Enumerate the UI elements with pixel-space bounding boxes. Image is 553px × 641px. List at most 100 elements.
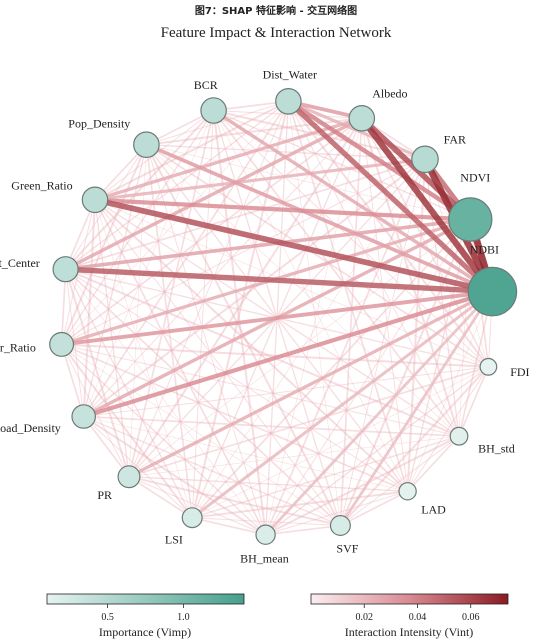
edge-SVF-FDI bbox=[339, 366, 490, 527]
edge-BH_mean-SVF bbox=[265, 524, 341, 536]
colorbar-tick-label: 0.5 bbox=[101, 612, 114, 623]
node-Dist_Water bbox=[275, 88, 302, 115]
edge-FAR-Green_Ratio bbox=[93, 157, 427, 202]
node-label-Pop_Density: Pop_Density bbox=[68, 116, 130, 130]
network-title: Feature Impact & Interaction Network bbox=[161, 25, 392, 41]
edge-Green_Ratio-SVF bbox=[94, 199, 341, 526]
edge-Albedo-BH_mean bbox=[265, 118, 363, 535]
node-BCR bbox=[200, 97, 227, 124]
node-Albedo bbox=[348, 105, 376, 132]
edge-FAR-Pop_Density bbox=[146, 144, 426, 160]
edge-Dist_Center-PR bbox=[64, 268, 130, 477]
edge-LSI-BH_mean bbox=[192, 516, 266, 536]
node-FDI bbox=[479, 357, 498, 376]
node-BH_mean bbox=[255, 524, 276, 545]
edge-FAR-BH_mean bbox=[264, 158, 426, 536]
node-NDVI bbox=[448, 197, 493, 242]
label-layer: NDBI NDVI FAR Albedo Dist_Water BCR Pop_Densit… bbox=[0, 68, 530, 566]
node-Water_Ratio bbox=[49, 331, 75, 357]
edge-NDBI-BH_mean bbox=[264, 290, 494, 537]
node-Road_Density bbox=[71, 404, 96, 429]
edge-BCR-PR bbox=[128, 110, 215, 477]
node-label-FAR: FAR bbox=[444, 132, 466, 146]
edge-Albedo-Water_Ratio bbox=[61, 117, 363, 346]
edge-BCR-FDI bbox=[213, 110, 489, 368]
edge-SVF-BH_std bbox=[340, 435, 460, 526]
edge-Dist_Water-LAD bbox=[287, 101, 409, 492]
edge-Albedo-Road_Density bbox=[83, 117, 363, 417]
edge-FAR-Road_Density bbox=[83, 158, 426, 418]
edge-Road_Density-LAD bbox=[83, 416, 408, 492]
edge-NDVI-PR bbox=[128, 219, 471, 477]
edge-PR-FDI bbox=[128, 366, 489, 478]
edge-NDVI-Pop_Density bbox=[146, 144, 471, 220]
importance-colorbar: 0.5 1.0 Importance (Vimp) bbox=[46, 593, 245, 639]
edge-Albedo-Pop_Density bbox=[146, 117, 362, 146]
edge-Pop_Density-BH_mean bbox=[145, 144, 267, 535]
node-label-BCR: BCR bbox=[194, 78, 218, 92]
edge-NDBI-Green_Ratio bbox=[92, 196, 496, 295]
edge-BH_std-FDI bbox=[458, 366, 490, 437]
edge-PR-SVF bbox=[128, 475, 341, 527]
interaction-colorbar: 0.02 0.04 0.06 Interaction Intensity (Vint… bbox=[310, 593, 509, 639]
node-label-PR: PR bbox=[97, 488, 112, 502]
edge-NDBI-Dist_Water bbox=[285, 98, 496, 295]
node-Green_Ratio bbox=[81, 186, 109, 214]
edge-LSI-LAD bbox=[192, 490, 408, 519]
edge-BH_mean-BH_std bbox=[265, 435, 460, 536]
edge-NDBI-Water_Ratio bbox=[59, 289, 495, 347]
figure-caption: 图7：SHAP 特征影响 - 交互网络图 bbox=[195, 4, 357, 17]
edge-Dist_Water-Road_Density bbox=[82, 100, 290, 417]
edge-Water_Ratio-BH_mean bbox=[61, 343, 267, 536]
interaction-colorbar-label: Interaction Intensity (Vint) bbox=[345, 625, 474, 639]
edge-NDVI-BH_mean bbox=[265, 219, 471, 535]
node-label-Dist_Water: Dist_Water bbox=[263, 68, 317, 82]
edge-LAD-BH_std bbox=[406, 435, 460, 492]
edge-BCR-Water_Ratio bbox=[61, 110, 215, 345]
edge-PR-LSI bbox=[128, 476, 193, 519]
node-SVF bbox=[329, 514, 351, 536]
edge-BCR-LSI bbox=[191, 110, 215, 518]
edge-NDBI-Albedo bbox=[358, 115, 496, 295]
edge-Dist_Center-BH_std bbox=[65, 268, 460, 438]
edge-Dist_Center-LAD bbox=[65, 268, 408, 492]
edge-Water_Ratio-FDI bbox=[61, 343, 489, 368]
edge-Green_Ratio-LSI bbox=[94, 199, 193, 518]
edge-Pop_Density-Water_Ratio bbox=[60, 144, 148, 345]
edge-Albedo-Dist_Center bbox=[63, 116, 364, 271]
edge-PR-LAD bbox=[128, 476, 408, 492]
edge-Albedo-SVF bbox=[339, 118, 363, 526]
edge-NDVI-Dist_Water bbox=[286, 99, 473, 222]
edge-NDBI-LAD bbox=[407, 291, 493, 492]
edge-Road_Density-LSI bbox=[83, 416, 193, 519]
edge-Dist_Water-Water_Ratio bbox=[61, 101, 289, 345]
importance-colorbar-bar bbox=[46, 593, 245, 605]
node-label-BH_mean: BH_mean bbox=[240, 551, 289, 565]
edge-NDBI-PR bbox=[127, 289, 495, 479]
edge-Pop_Density-FDI bbox=[145, 144, 489, 368]
edge-Water_Ratio-LAD bbox=[61, 343, 408, 493]
node-label-SVF: SVF bbox=[336, 541, 358, 555]
edge-Dist_Center-SVF bbox=[64, 268, 342, 527]
node-label-BH_std: BH_std bbox=[478, 442, 515, 456]
edge-Dist_Center-BH_mean bbox=[65, 269, 266, 535]
edge-FAR-Dist_Center bbox=[65, 158, 426, 270]
node-FAR bbox=[411, 145, 439, 174]
colorbar-tick-label: 1.0 bbox=[177, 612, 190, 623]
node-label-LAD: LAD bbox=[421, 502, 446, 516]
edge-NDVI-Dist_Center bbox=[63, 217, 473, 271]
importance-colorbar-label: Importance (Vimp) bbox=[99, 625, 191, 639]
edge-BCR-Road_Density bbox=[83, 110, 214, 417]
edge-Water_Ratio-LSI bbox=[60, 343, 194, 519]
edge-NDVI-SVF bbox=[339, 219, 472, 526]
edge-Dist_Water-Green_Ratio bbox=[94, 100, 289, 201]
edge-SVF-LAD bbox=[340, 490, 408, 527]
node-NDBI bbox=[467, 266, 518, 317]
node-label-Albedo: Albedo bbox=[372, 87, 407, 101]
edge-LSI-BH_std bbox=[192, 435, 460, 519]
edge-PR-BH_mean bbox=[128, 476, 266, 536]
node-label-FDI: FDI bbox=[510, 365, 529, 379]
edge-NDVI-LSI bbox=[191, 218, 471, 519]
node-label-NDBI: NDBI bbox=[470, 243, 499, 257]
